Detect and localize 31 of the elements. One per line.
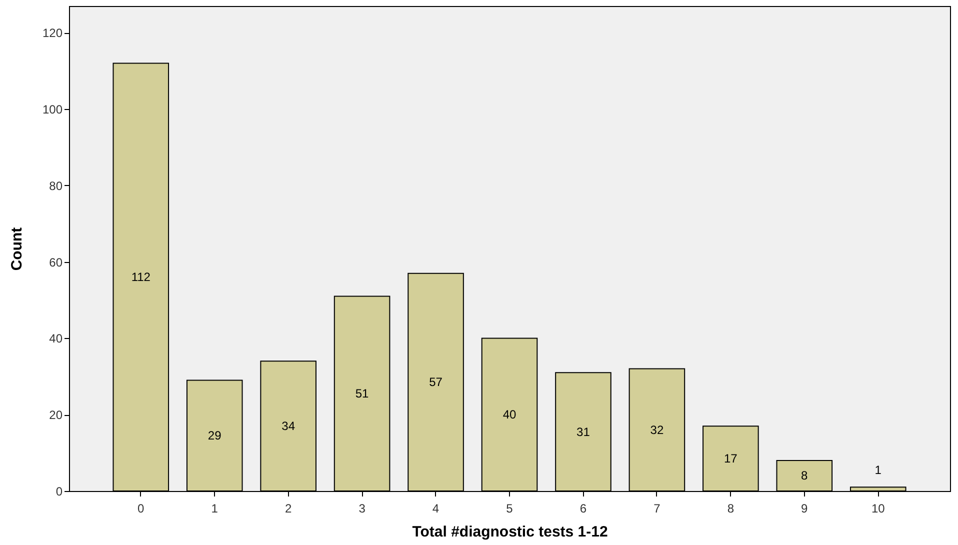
x-tick-label: 8	[727, 502, 734, 516]
x-tick-label: 7	[654, 502, 661, 516]
data-label: 57	[429, 375, 443, 390]
data-label: 51	[355, 386, 370, 401]
y-tick-label: 20	[49, 408, 63, 422]
y-tick-label: 0	[56, 484, 63, 498]
data-label: 1	[874, 463, 882, 478]
x-tick-label: 9	[801, 502, 808, 516]
data-label: 31	[576, 424, 590, 439]
data-label: 8	[801, 468, 808, 483]
y-tick-label: 40	[49, 332, 63, 346]
y-tick-label: 120	[42, 26, 63, 40]
x-axis-title: Total #diagnostic tests 1-12	[412, 524, 608, 540]
data-label: 29	[208, 428, 222, 443]
x-tick-label: 2	[284, 502, 292, 516]
y-tick-label: 80	[49, 178, 63, 193]
x-tick-label: 3	[358, 502, 366, 516]
y-axis-title: Count	[8, 227, 26, 271]
data-label: 34	[282, 419, 296, 434]
data-label: 112	[131, 270, 151, 284]
x-tick-label: 10	[871, 502, 886, 516]
x-tick-label: 1	[211, 502, 218, 516]
x-tick-label: 4	[432, 502, 440, 516]
x-tick-label: 0	[138, 502, 145, 516]
data-label: 32	[650, 422, 664, 437]
x-tick-label: 5	[506, 502, 514, 516]
y-tick-label: 100	[42, 102, 63, 117]
y-tick-label: 60	[49, 255, 63, 270]
x-tick-label: 6	[580, 502, 587, 516]
data-label: 17	[724, 452, 738, 466]
data-label: 40	[502, 408, 516, 422]
